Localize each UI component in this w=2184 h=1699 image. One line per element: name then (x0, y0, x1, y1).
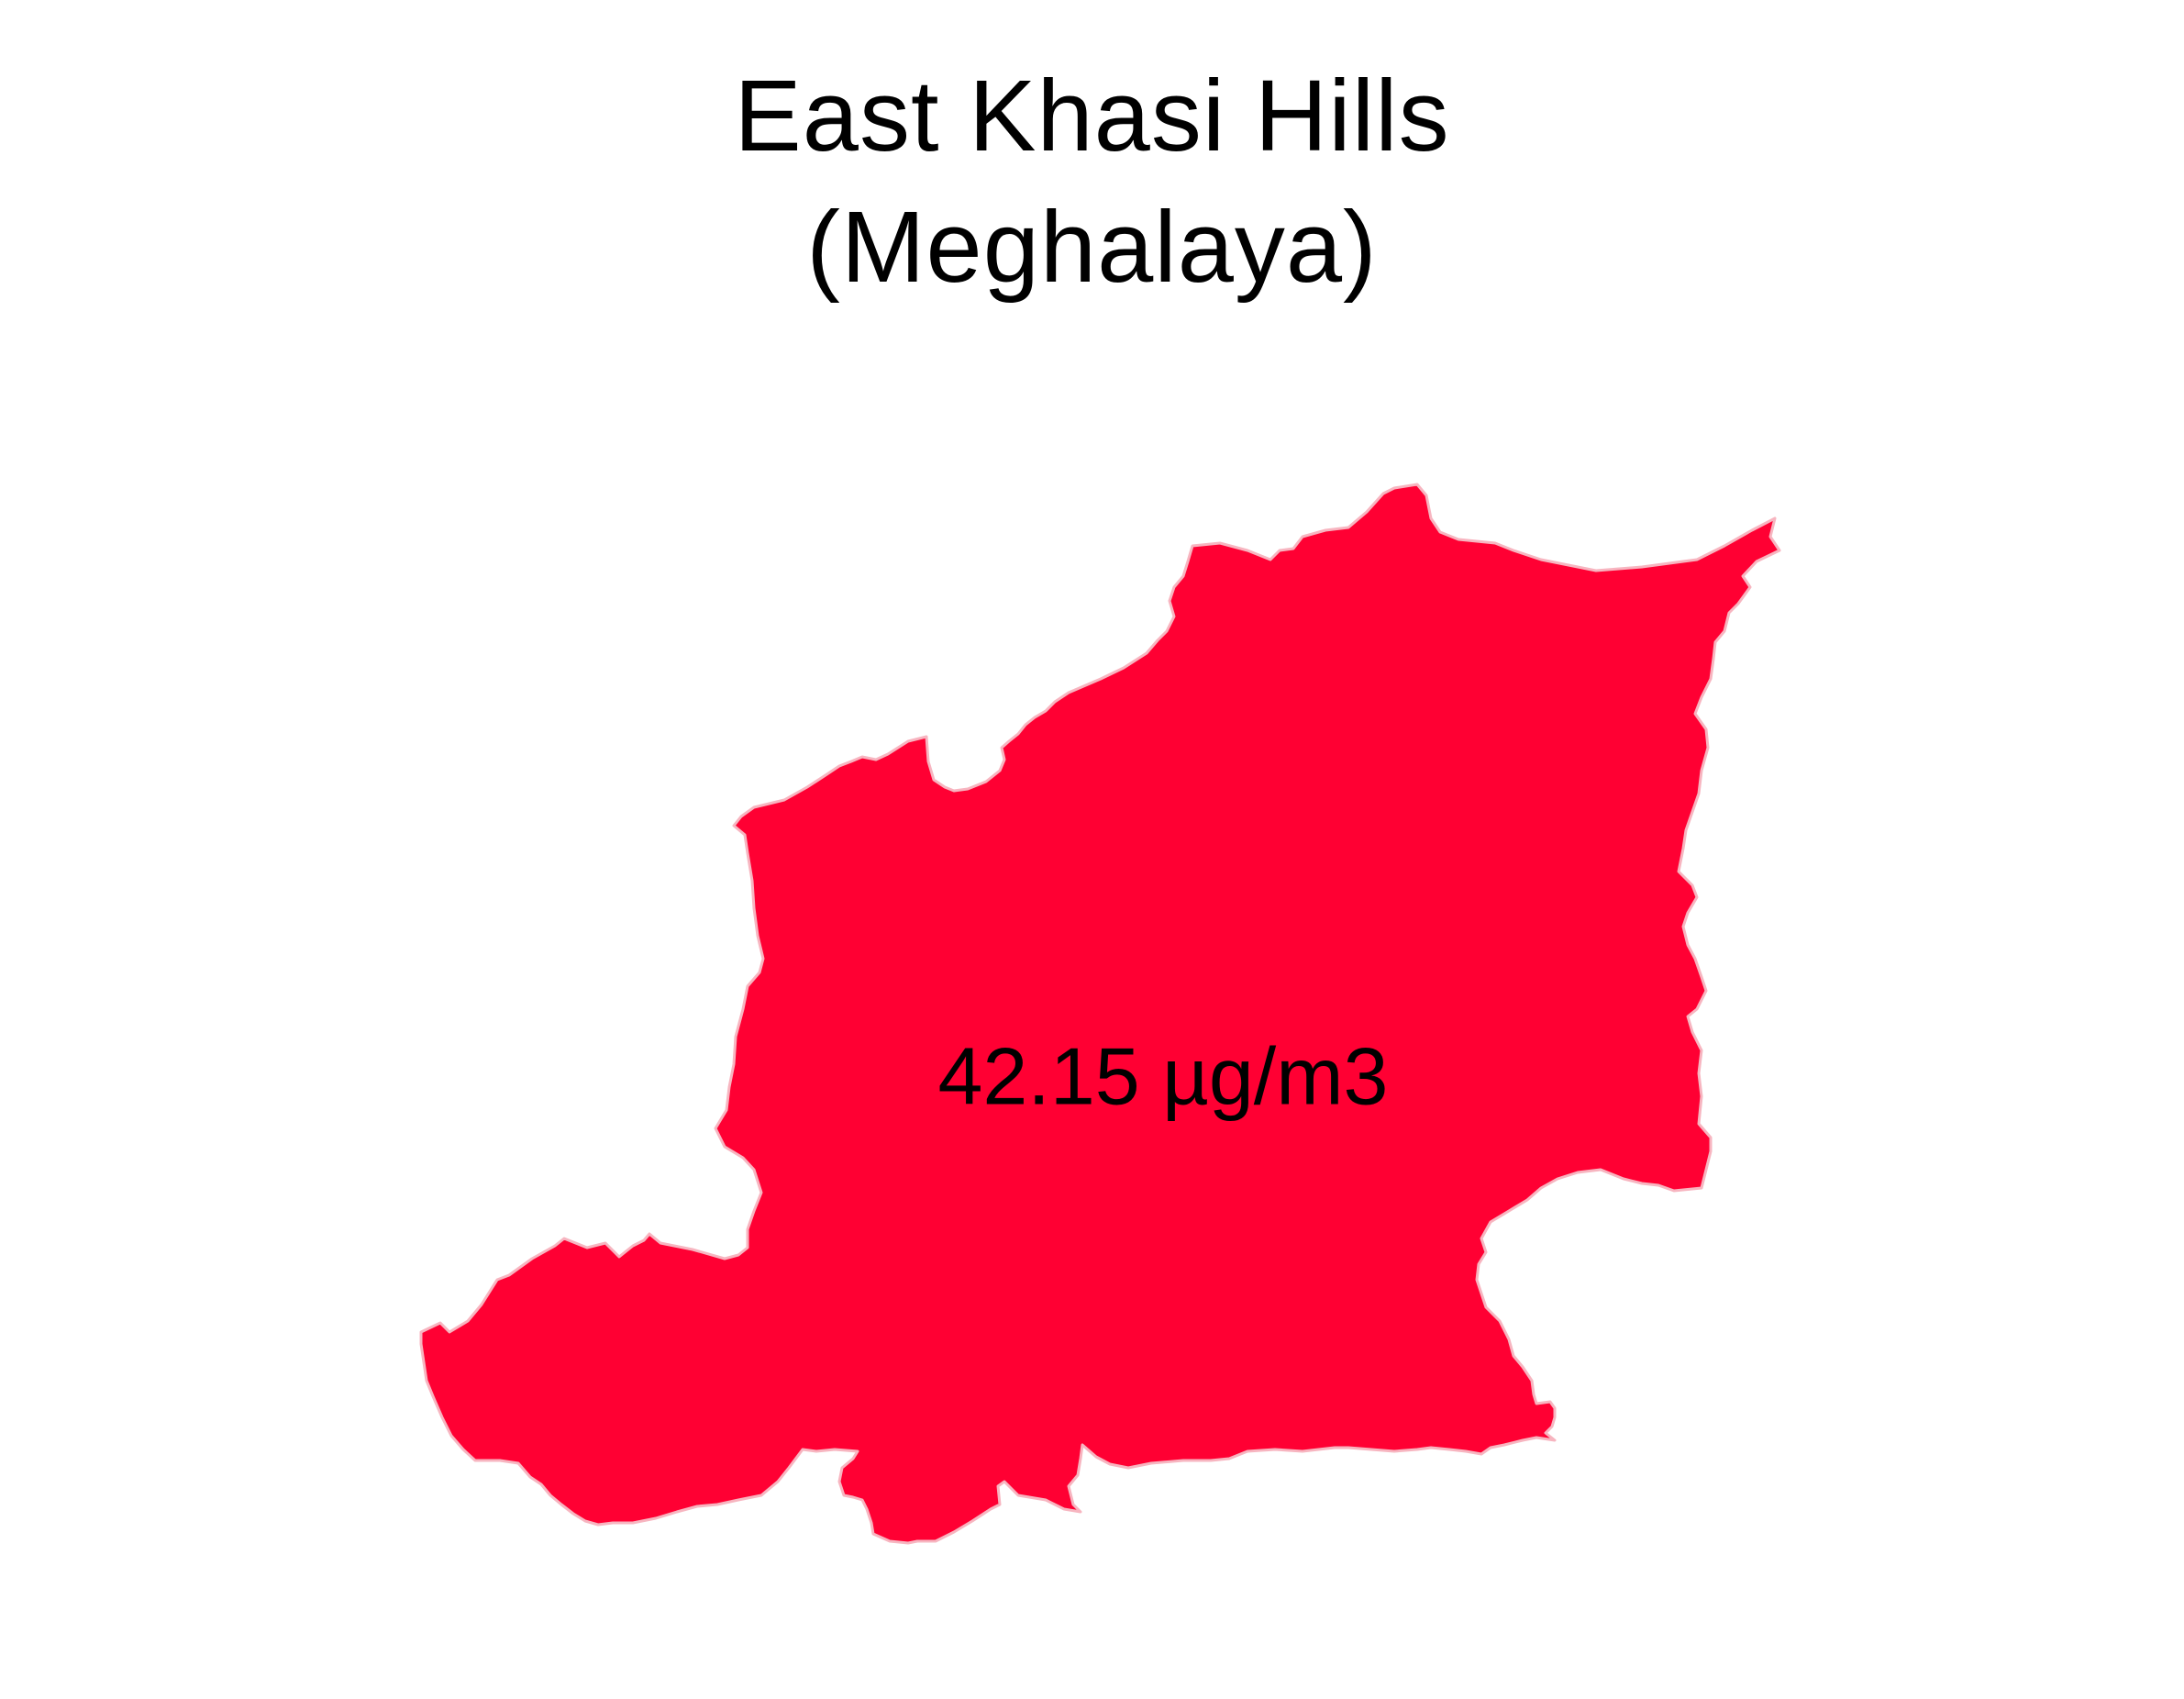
title-state: (Meghalaya) (806, 191, 1378, 304)
title-district: East Khasi Hills (734, 60, 1450, 172)
map-title: East Khasi Hills (Meghalaya) (0, 50, 2184, 313)
pm25-value-label: 42.15 µg/m3 (937, 1030, 1388, 1121)
district-region-east-khasi-hills[interactable] (419, 483, 1781, 1545)
